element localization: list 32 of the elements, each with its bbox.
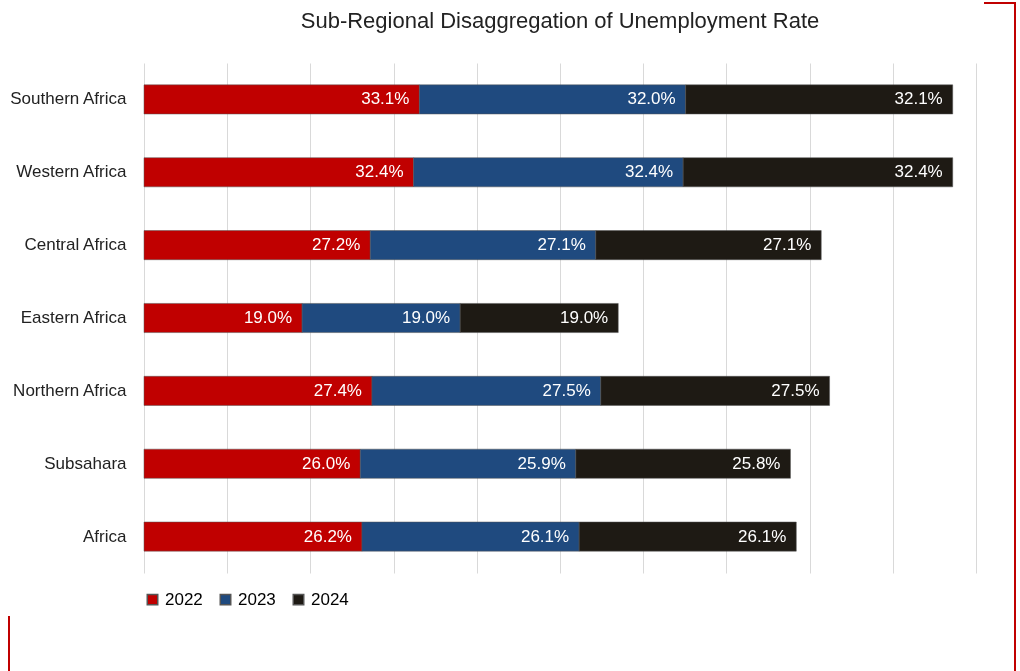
data-label: 27.4%	[313, 380, 362, 400]
data-label: 27.2%	[312, 235, 361, 255]
data-label: 26.1%	[738, 526, 787, 546]
y-tick-label: Western Africa	[16, 162, 128, 182]
data-label: 32.4%	[894, 162, 943, 182]
legend-label: 2024	[311, 589, 349, 609]
data-label: 32.4%	[624, 162, 674, 182]
data-label: 19.0%	[401, 308, 451, 327]
data-label: 19.0%	[560, 308, 609, 327]
data-label: 26.2%	[303, 526, 352, 546]
legend-label: 2022	[165, 589, 203, 609]
y-tick-label: Subsahara	[44, 453, 128, 473]
data-label: 27.5%	[771, 380, 820, 400]
legend-label: 2023	[238, 589, 276, 609]
data-label: 26.1%	[520, 526, 570, 546]
data-label: 25.8%	[732, 453, 781, 473]
chart-title: Sub-Regional Disaggregation of Unemployment Rate	[300, 8, 820, 33]
y-tick-label: Eastern Africa	[20, 308, 128, 327]
data-label: 27.1%	[537, 235, 586, 255]
data-label: 27.5%	[542, 380, 591, 400]
data-label: 19.0%	[243, 308, 293, 327]
data-label: 32.0%	[627, 89, 676, 109]
data-label: 25.9%	[517, 453, 566, 473]
data-label: 27.1%	[763, 235, 812, 255]
data-label: 33.1%	[361, 89, 410, 109]
data-label: 32.4%	[355, 162, 404, 182]
y-tick-label: Southern Africa	[10, 89, 128, 109]
data-label: 32.1%	[894, 89, 943, 109]
y-tick-label: Central Africa	[24, 235, 128, 255]
data-label: 26.0%	[302, 453, 351, 473]
y-tick-label: Africa	[83, 526, 128, 546]
y-tick-label: Northern Africa	[13, 380, 128, 400]
